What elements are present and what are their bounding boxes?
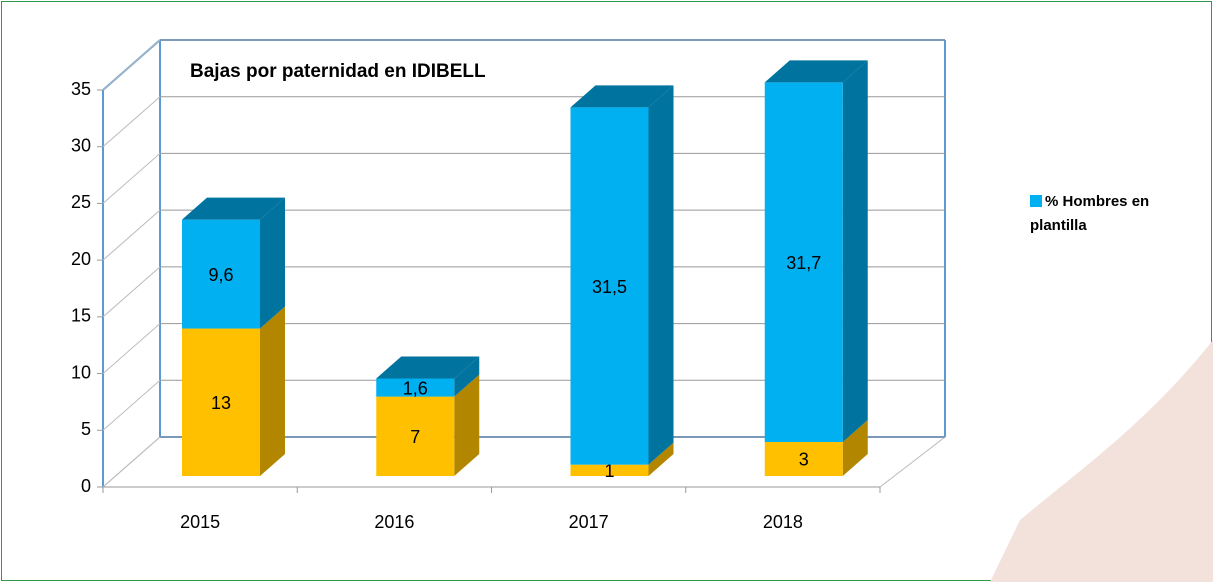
grid-line (102, 96, 161, 148)
y-tick-label: 15 (71, 306, 91, 326)
bar-top (764, 60, 868, 83)
background-decoration (990, 340, 1213, 582)
legend-entry: % Hombres en plantilla (1030, 190, 1205, 238)
value-label: 3 (799, 450, 809, 470)
value-label: 1 (604, 461, 614, 481)
x-tick-label: 2015 (180, 512, 220, 532)
bar (764, 441, 843, 476)
grid-line (102, 436, 161, 488)
y-tick-label: 25 (71, 192, 91, 212)
y-tick-label: 10 (71, 362, 91, 382)
chart-title: Bajas por paternidad en IDIBELL (190, 61, 486, 82)
bar (182, 328, 260, 476)
value-label: 7 (410, 427, 420, 447)
y-tick-label: 35 (71, 79, 91, 99)
bar (376, 396, 455, 476)
value-label: 13 (211, 393, 231, 413)
grid-line (102, 39, 161, 91)
bar-side (454, 356, 480, 397)
bar-top (182, 197, 285, 220)
bar (182, 219, 260, 329)
grid-line (102, 379, 161, 431)
bar (570, 107, 649, 465)
bar-side (260, 197, 285, 329)
legend: % Hombres en plantilla (1030, 190, 1205, 238)
bar (764, 82, 843, 442)
bar (570, 464, 649, 476)
bar-top (376, 356, 480, 379)
legend-label: % Hombres en plantilla (1030, 193, 1150, 234)
legend-swatch (1030, 195, 1042, 207)
grid-line (102, 153, 161, 204)
value-label: 9,6 (208, 265, 233, 285)
bar-side (842, 60, 868, 442)
bar-side (260, 306, 285, 476)
bar-side (454, 374, 480, 476)
y-tick-label: 0 (81, 476, 91, 496)
y-tick-label: 30 (71, 135, 91, 155)
x-tick-label: 2017 (569, 512, 609, 532)
bar (376, 378, 455, 397)
value-label: 31,5 (592, 277, 627, 297)
bar-top (570, 85, 674, 108)
grid-line (102, 266, 161, 318)
y-tick-label: 5 (81, 419, 91, 439)
x-tick-label: 2018 (763, 512, 803, 532)
value-label: 1,6 (403, 378, 428, 398)
bar-side (648, 85, 674, 465)
value-label: 31,7 (786, 253, 821, 273)
bar-side (648, 442, 674, 476)
grid-line (102, 209, 161, 261)
grid-line (102, 323, 161, 374)
y-tick-label: 20 (71, 249, 91, 269)
bar-side (842, 419, 868, 476)
x-tick-label: 2016 (374, 512, 414, 532)
